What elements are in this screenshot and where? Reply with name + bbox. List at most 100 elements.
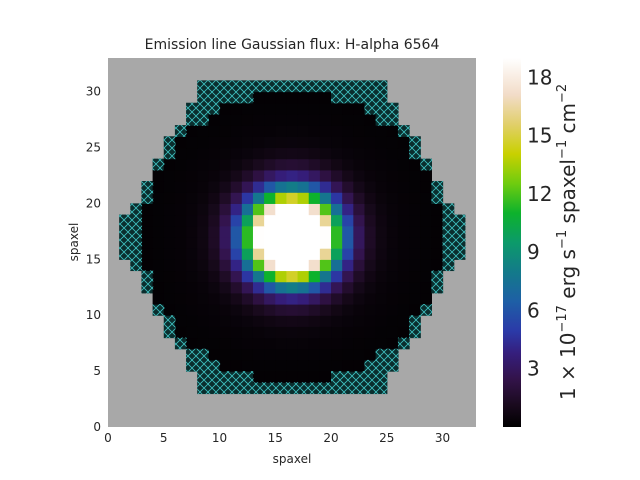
hatch-cell (342, 382, 354, 395)
flux-spaxel (308, 371, 321, 383)
hatch-cell (420, 304, 432, 316)
flux-spaxel (319, 236, 332, 249)
flux-spaxel (208, 281, 221, 294)
flux-spaxel (319, 359, 332, 372)
flux-spaxel (286, 337, 299, 350)
hatch-cell (409, 326, 421, 339)
hatch-cell (353, 80, 366, 93)
colorbar-tick-label: 6 (527, 298, 540, 322)
hatch-cell (453, 214, 466, 227)
flux-spaxel (319, 214, 332, 227)
flux-spaxel (163, 281, 176, 294)
flux-spaxel (186, 203, 198, 216)
flux-spaxel (353, 270, 366, 283)
flux-spaxel (308, 147, 321, 160)
flux-spaxel (431, 214, 444, 227)
flux-spaxel (252, 102, 265, 115)
flux-spaxel (219, 192, 232, 204)
hatch-cell (119, 248, 131, 260)
hatch-cell (174, 125, 187, 137)
flux-spaxel (152, 181, 165, 193)
flux-spaxel (264, 225, 276, 238)
y-tick-label: 25 (86, 140, 101, 154)
flux-spaxel (308, 348, 321, 361)
flux-spaxel (264, 203, 276, 216)
flux-spaxel (331, 214, 343, 227)
flux-spaxel (308, 214, 321, 227)
flux-spaxel (353, 359, 366, 372)
flux-spaxel (386, 181, 399, 193)
flux-spaxel (342, 147, 354, 160)
colorbar-ticks: 3 6 9 12 15 18 (527, 65, 552, 380)
flux-spaxel (308, 270, 321, 283)
flux-spaxel (186, 259, 198, 272)
hatch-cell (364, 80, 377, 93)
flux-spaxel (275, 371, 288, 383)
flux-spaxel (364, 259, 377, 272)
flux-spaxel (275, 113, 288, 126)
flux-spaxel (219, 281, 232, 294)
flux-spaxel (230, 136, 243, 149)
flux-spaxel (141, 214, 154, 227)
flux-spaxel (208, 214, 221, 227)
masked-hatch-overlay (119, 80, 466, 395)
flux-spaxel (319, 248, 332, 260)
flux-spaxel (364, 158, 377, 171)
flux-spaxel (420, 214, 432, 227)
flux-spaxel (286, 203, 299, 216)
flux-spaxel (174, 259, 187, 272)
hatch-cell (241, 91, 254, 104)
flux-spaxel (386, 169, 399, 182)
flux-spaxel (319, 225, 332, 238)
flux-spaxel (308, 192, 321, 204)
flux-spaxel (364, 169, 377, 182)
flux-spaxel (264, 371, 276, 383)
flux-spaxel (197, 125, 209, 137)
hatch-cell (141, 192, 154, 204)
flux-spaxel (275, 192, 288, 204)
hatch-cell (163, 315, 176, 327)
flux-spaxel (331, 359, 343, 372)
flux-spaxel (331, 136, 343, 149)
flux-spaxel (264, 326, 276, 339)
hatch-cell (141, 270, 154, 283)
flux-spaxel (275, 169, 288, 182)
flux-spaxel (397, 326, 410, 339)
hatch-cell (130, 248, 143, 260)
flux-spaxel (308, 259, 321, 272)
flux-spaxel (252, 113, 265, 126)
hatch-cell (375, 359, 388, 372)
x-tick-label: 10 (212, 431, 227, 445)
flux-spaxel (308, 326, 321, 339)
x-axis-label: spaxel (273, 452, 312, 466)
flux-spaxel (186, 304, 198, 316)
flux-spaxel (286, 326, 299, 339)
flux-spaxel (197, 158, 209, 171)
hatch-cell (186, 113, 198, 126)
flux-spaxel (386, 315, 399, 327)
flux-spaxel (331, 158, 343, 171)
flux-spaxel (163, 203, 176, 216)
hatch-cell (152, 158, 165, 171)
flux-spaxel (208, 225, 221, 238)
hatch-cell (186, 359, 198, 372)
colorbar-label-exponent: −1 (555, 140, 570, 159)
flux-spaxel (297, 259, 310, 272)
flux-spaxel (275, 102, 288, 115)
flux-spaxel (286, 214, 299, 227)
flux-spaxel (342, 136, 354, 149)
flux-spaxel (364, 281, 377, 294)
hatch-cell (420, 158, 432, 171)
flux-spaxel (275, 236, 288, 249)
colorbar-tick-label: 3 (527, 357, 540, 381)
flux-spaxel (397, 304, 410, 316)
flux-spaxel (197, 225, 209, 238)
hatch-cell (219, 382, 232, 395)
flux-spaxel (342, 181, 354, 193)
flux-spaxel (264, 147, 276, 160)
flux-spaxel (331, 102, 343, 115)
flux-spaxel (241, 225, 254, 238)
hatch-cell (409, 136, 421, 149)
hatch-cell (409, 315, 421, 327)
flux-spaxel (208, 348, 221, 361)
